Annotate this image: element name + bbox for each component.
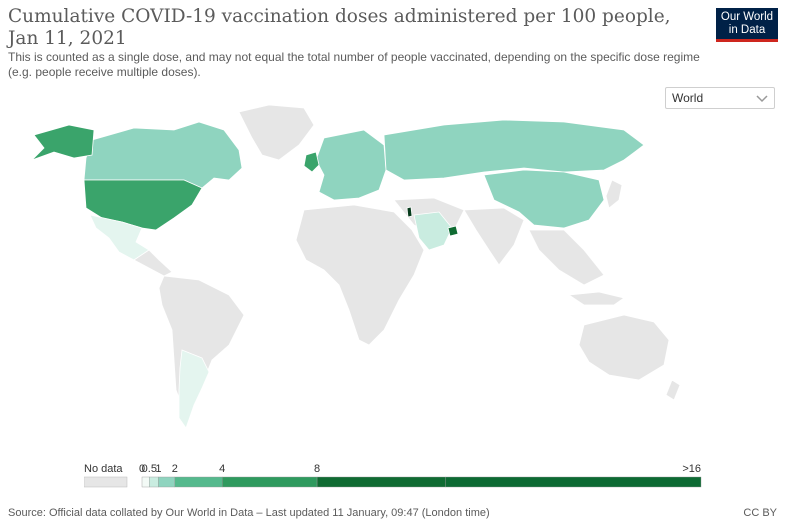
region-greenland[interactable]: [238, 104, 315, 161]
region-russia[interactable]: [383, 119, 645, 181]
legend-bin-swatch[interactable]: [141, 476, 150, 488]
region-uae[interactable]: [447, 225, 459, 237]
region-saudi-arabia[interactable]: [413, 211, 453, 251]
region-japan[interactable]: [605, 179, 623, 209]
legend-no-data-label: No data: [84, 463, 123, 475]
region-south-asia[interactable]: [463, 207, 525, 266]
region-select[interactable]: World: [665, 87, 775, 109]
legend-bin-label: 0.5: [142, 463, 157, 475]
region-central-america[interactable]: [133, 249, 173, 277]
region-united-states[interactable]: [83, 179, 203, 231]
legend-bin-label: 0: [139, 463, 145, 475]
region-israel[interactable]: [406, 206, 413, 218]
region-southeast-asia[interactable]: [528, 229, 605, 286]
logo-line-2: in Data: [728, 24, 766, 36]
region-new-zealand[interactable]: [665, 379, 681, 401]
region-europe[interactable]: [315, 129, 387, 201]
region-united-kingdom[interactable]: [303, 151, 320, 173]
world-map-svg: [31, 104, 681, 429]
chevron-down-icon: [756, 95, 768, 103]
chart-subtitle: This is counted as a single dose, and ma…: [8, 50, 700, 79]
legend-svg: No data 00.51 2 4 8 >16: [84, 463, 702, 488]
source-note: Source: Official data collated by Our Wo…: [8, 507, 490, 519]
legend-bin-label-last: >16: [682, 463, 701, 475]
region-australia[interactable]: [578, 314, 670, 381]
legend-bin-swatch[interactable]: [222, 476, 318, 488]
legend-bin-label: 1: [155, 463, 161, 475]
license-link[interactable]: CC BY: [743, 507, 777, 519]
legend-bin-label: 2: [172, 463, 178, 475]
chart-title: Cumulative COVID-19 vaccination doses ad…: [8, 6, 671, 49]
world-map: [24, 100, 684, 450]
legend-bin-swatch[interactable]: [158, 476, 176, 488]
legend-bins: 00.51 2 4 8 >16: [139, 463, 702, 488]
legend-bin-label: 4: [219, 463, 225, 475]
legend-bin-swatch[interactable]: [174, 476, 223, 488]
region-alaska[interactable]: [31, 124, 95, 161]
region-china[interactable]: [483, 169, 605, 229]
legend: No data 0 0.5 1 2 4 8 >16: [84, 462, 704, 492]
region-argentina[interactable]: [178, 349, 210, 429]
region-indonesia[interactable]: [567, 291, 625, 306]
region-canada[interactable]: [83, 121, 243, 189]
legend-no-data-swatch: [84, 476, 128, 488]
region-select-value: World: [672, 91, 704, 105]
region-africa[interactable]: [295, 204, 425, 346]
legend-bin-swatch[interactable]: [316, 476, 446, 488]
owid-logo[interactable]: Our World in Data: [716, 8, 778, 42]
legend-bin-swatch[interactable]: [445, 476, 702, 488]
legend-bin-label: 8: [314, 463, 320, 475]
legend-bin-swatch[interactable]: [149, 476, 159, 488]
logo-line-1: Our World: [720, 11, 774, 23]
